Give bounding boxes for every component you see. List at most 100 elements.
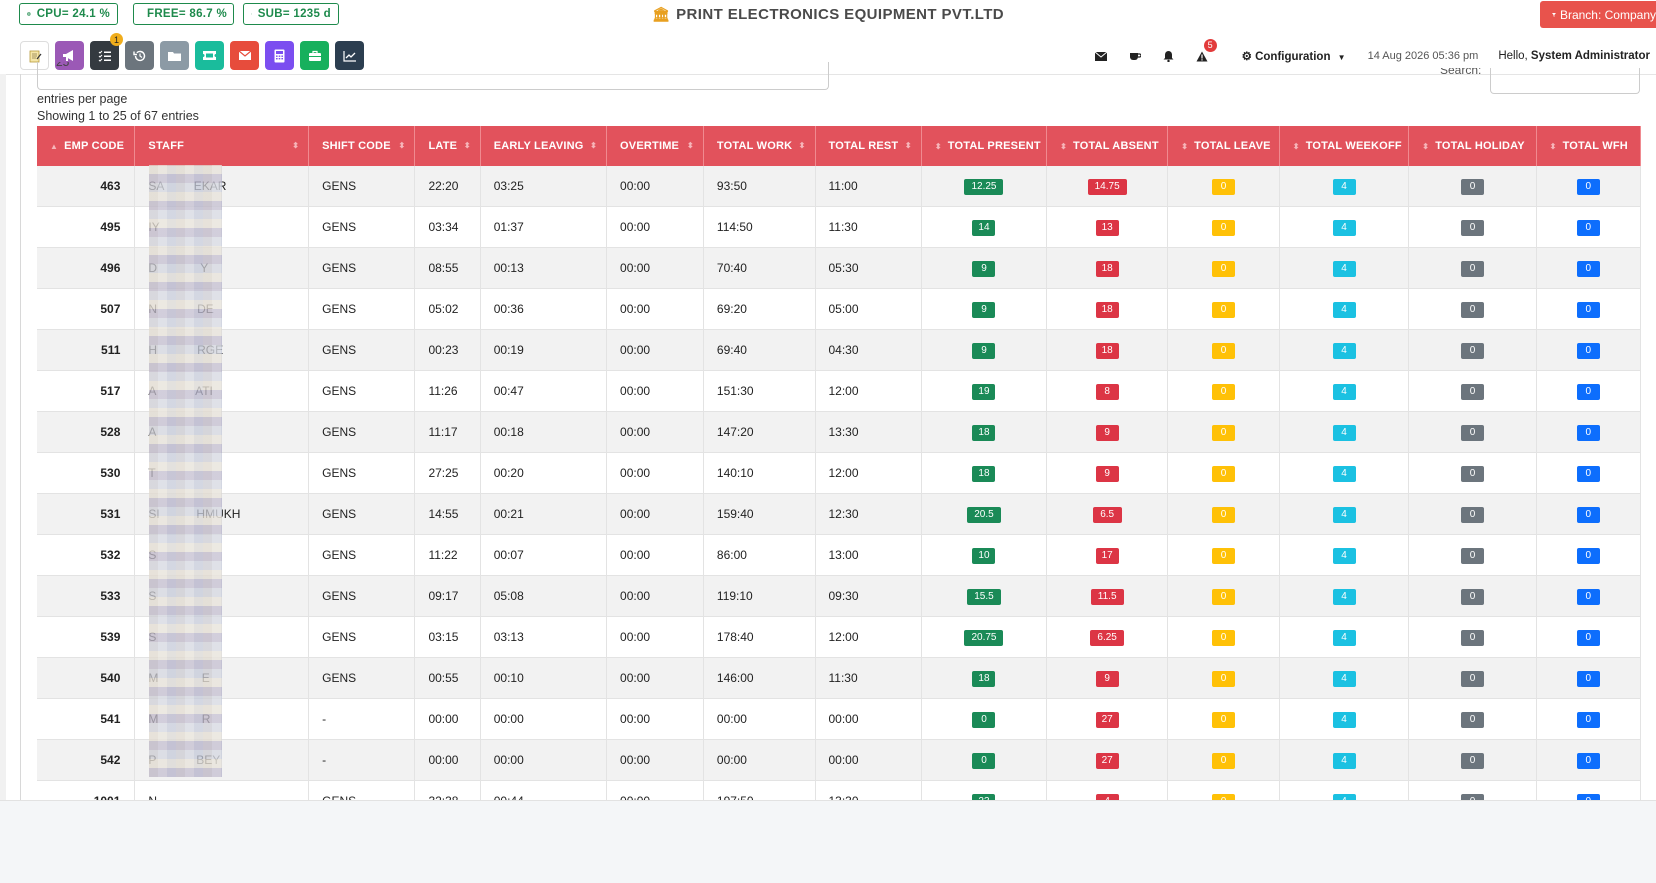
user-greeting[interactable]: Hello, System Administrator bbox=[1498, 50, 1650, 62]
cell-shift: - bbox=[309, 740, 415, 781]
column-header-total-absent[interactable]: ⬍TOTAL ABSENT bbox=[1047, 126, 1168, 166]
holiday-badge: 0 bbox=[1461, 384, 1484, 400]
leave-badge: 0 bbox=[1212, 589, 1235, 605]
left-gutter bbox=[0, 74, 6, 882]
cell-leave: 0 bbox=[1168, 740, 1280, 781]
user-name: System Administrator bbox=[1531, 50, 1650, 62]
cell-rest: 11:30 bbox=[815, 207, 921, 248]
cell-ot: 00:00 bbox=[607, 617, 704, 658]
column-header-total-wfh[interactable]: ⬍TOTAL WFH bbox=[1536, 126, 1640, 166]
present-badge: 9 bbox=[972, 302, 995, 318]
table-row: 533SGENS09:1705:0800:00119:1009:3015.511… bbox=[37, 576, 1641, 617]
cell-rest: 13:00 bbox=[815, 535, 921, 576]
branch-button[interactable]: Branch: Company bbox=[1540, 1, 1656, 28]
cell-absent: 27 bbox=[1047, 740, 1168, 781]
wfh-badge: 0 bbox=[1577, 630, 1600, 646]
cell-ot: 00:00 bbox=[607, 699, 704, 740]
column-header-total-work[interactable]: TOTAL WORK⬍ bbox=[703, 126, 815, 166]
cell-work: 119:10 bbox=[703, 576, 815, 617]
present-badge: 19 bbox=[972, 384, 995, 400]
ticket-icon bbox=[202, 50, 217, 61]
cell-absent: 17 bbox=[1047, 535, 1168, 576]
cell-weekoff: 4 bbox=[1279, 412, 1409, 453]
entries-per-page-select[interactable]: 25 bbox=[37, 62, 829, 90]
cell-leave: 0 bbox=[1168, 658, 1280, 699]
cell-rest: 12:30 bbox=[815, 494, 921, 535]
column-header-total-weekoff[interactable]: ⬍TOTAL WEEKOFF bbox=[1279, 126, 1409, 166]
weekoff-badge: 4 bbox=[1333, 712, 1356, 728]
column-header-early-leaving[interactable]: EARLY LEAVING ⬍ bbox=[480, 126, 606, 166]
sort-icon: ⬍ bbox=[399, 141, 406, 150]
present-badge: 9 bbox=[972, 343, 995, 359]
column-header-late[interactable]: LATE⬍ bbox=[415, 126, 480, 166]
cell-leave: 0 bbox=[1168, 371, 1280, 412]
configuration-label: Configuration bbox=[1255, 51, 1330, 63]
cell-wfh: 0 bbox=[1536, 330, 1640, 371]
messages-link[interactable] bbox=[1095, 52, 1107, 61]
column-header-total-present[interactable]: ⬍TOTAL PRESENT bbox=[921, 126, 1046, 166]
cell-work: 86:00 bbox=[703, 535, 815, 576]
holiday-badge: 0 bbox=[1461, 671, 1484, 687]
sort-icon: ⬍ bbox=[905, 141, 912, 150]
calculator-icon bbox=[274, 49, 285, 63]
cell-present: 18 bbox=[921, 412, 1046, 453]
cell-weekoff: 4 bbox=[1279, 617, 1409, 658]
column-header-label: EARLY LEAVING bbox=[494, 140, 584, 152]
cell-holiday: 0 bbox=[1409, 330, 1536, 371]
cell-present: 14 bbox=[921, 207, 1046, 248]
column-header-emp-code[interactable]: ▲EMP CODE bbox=[37, 126, 135, 166]
cell-work: 00:00 bbox=[703, 699, 815, 740]
coffee-link[interactable] bbox=[1129, 51, 1141, 61]
cell-present: 15.5 bbox=[921, 576, 1046, 617]
cell-shift: GENS bbox=[309, 289, 415, 330]
cell-rest: 05:30 bbox=[815, 248, 921, 289]
cell-early: 00:00 bbox=[480, 699, 606, 740]
leave-badge: 0 bbox=[1212, 712, 1235, 728]
absent-badge: 9 bbox=[1096, 466, 1119, 482]
weekoff-badge: 4 bbox=[1333, 384, 1356, 400]
column-header-total-holiday[interactable]: ⬍TOTAL HOLIDAY bbox=[1409, 126, 1536, 166]
current-datetime: 14 Aug 2026 05:36 pm bbox=[1368, 50, 1479, 62]
alerts-link[interactable]: 5 bbox=[1196, 51, 1208, 62]
holiday-badge: 0 bbox=[1461, 466, 1484, 482]
sort-icon: ⬍ bbox=[590, 141, 597, 150]
company-name: PRINT ELECTRONICS EQUIPMENT PVT.LTD bbox=[676, 6, 1004, 23]
holiday-badge: 0 bbox=[1461, 507, 1484, 523]
history-icon bbox=[133, 49, 147, 63]
cell-rest: 12:00 bbox=[815, 453, 921, 494]
notifications-link[interactable] bbox=[1163, 50, 1174, 62]
absent-badge: 27 bbox=[1096, 753, 1119, 769]
configuration-dropdown[interactable]: ⚙ Configuration ▼ bbox=[1242, 49, 1346, 63]
wfh-badge: 0 bbox=[1577, 384, 1600, 400]
column-header-total-leave[interactable]: ⬍TOTAL LEAVE bbox=[1168, 126, 1280, 166]
cell-work: 114:50 bbox=[703, 207, 815, 248]
wfh-badge: 0 bbox=[1577, 712, 1600, 728]
cell-weekoff: 4 bbox=[1279, 699, 1409, 740]
cell-rest: 13:30 bbox=[815, 412, 921, 453]
cell-late: 05:02 bbox=[415, 289, 480, 330]
holiday-badge: 0 bbox=[1461, 548, 1484, 564]
search-input[interactable] bbox=[1490, 68, 1640, 94]
cell-wfh: 0 bbox=[1536, 535, 1640, 576]
holiday-badge: 0 bbox=[1461, 302, 1484, 318]
cell-work: 70:40 bbox=[703, 248, 815, 289]
cell-code: 542 bbox=[37, 740, 135, 781]
column-header-overtime[interactable]: OVERTIME⬍ bbox=[607, 126, 704, 166]
cell-holiday: 0 bbox=[1409, 166, 1536, 207]
filter-icon bbox=[1552, 10, 1556, 20]
cell-holiday: 0 bbox=[1409, 617, 1536, 658]
leave-badge: 0 bbox=[1212, 261, 1235, 277]
cell-leave: 0 bbox=[1168, 535, 1280, 576]
present-badge: 18 bbox=[972, 466, 995, 482]
present-badge: 0 bbox=[972, 753, 995, 769]
column-header-total-rest[interactable]: TOTAL REST⬍ bbox=[815, 126, 921, 166]
column-header-label: TOTAL HOLIDAY bbox=[1435, 140, 1525, 152]
leave-badge: 0 bbox=[1212, 425, 1235, 441]
cell-code: 533 bbox=[37, 576, 135, 617]
cell-ot: 00:00 bbox=[607, 535, 704, 576]
column-header-shift-code[interactable]: SHIFT CODE⬍ bbox=[309, 126, 415, 166]
cell-weekoff: 4 bbox=[1279, 576, 1409, 617]
column-header-staff[interactable]: STAFF⬍ bbox=[135, 126, 309, 166]
cell-early: 01:37 bbox=[480, 207, 606, 248]
present-badge: 18 bbox=[972, 671, 995, 687]
